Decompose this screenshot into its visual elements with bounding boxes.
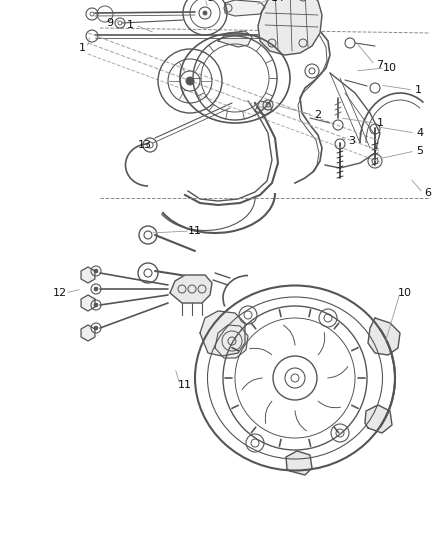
Text: 5: 5 [417,146,424,156]
Circle shape [186,77,194,85]
Text: 10: 10 [383,63,397,73]
Polygon shape [200,311,245,356]
Text: 1: 1 [78,43,85,53]
Text: 13: 13 [138,140,152,150]
Text: 1: 1 [414,85,421,95]
Polygon shape [258,0,322,55]
Text: 12: 12 [53,288,67,298]
Text: 11: 11 [188,226,202,236]
Polygon shape [286,451,312,475]
Circle shape [203,11,207,15]
Text: 10: 10 [398,288,412,298]
Text: 2: 2 [314,110,321,120]
Polygon shape [81,267,95,283]
Circle shape [94,326,98,330]
Circle shape [94,287,98,291]
Polygon shape [170,275,212,303]
Text: 4: 4 [417,128,424,138]
Polygon shape [368,318,400,355]
Polygon shape [81,295,95,311]
Text: 11: 11 [178,380,192,390]
Polygon shape [365,405,392,433]
Circle shape [94,269,98,273]
Polygon shape [81,325,95,341]
Text: 3: 3 [349,136,356,146]
Polygon shape [255,101,272,115]
Circle shape [94,303,98,307]
Text: 7: 7 [376,60,384,70]
Text: 1: 1 [377,118,384,128]
Text: 9: 9 [106,18,113,28]
Text: 14: 14 [271,0,285,3]
Polygon shape [215,325,248,358]
Polygon shape [225,0,265,16]
Text: 8: 8 [206,0,214,3]
Polygon shape [218,31,252,47]
Text: 1: 1 [127,20,134,30]
Text: 6: 6 [424,188,431,198]
